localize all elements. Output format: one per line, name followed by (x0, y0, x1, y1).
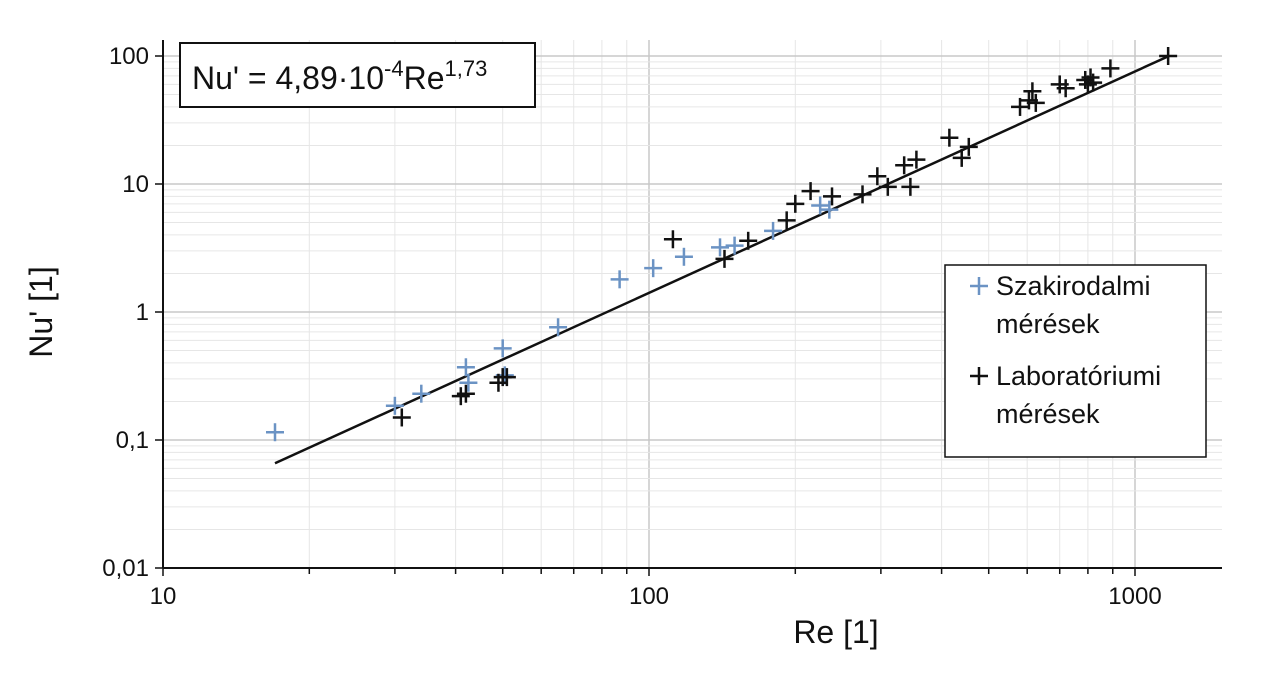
y-tick-label: 1 (136, 299, 149, 326)
data-point (820, 200, 839, 219)
data-point (456, 384, 475, 403)
y-tick-label: 0,1 (116, 427, 149, 454)
data-point (786, 194, 805, 213)
data-point (901, 177, 920, 196)
data-point (878, 177, 897, 196)
data-point (456, 358, 475, 377)
data-point (1101, 59, 1120, 78)
data-point (265, 423, 284, 442)
data-point (895, 156, 914, 175)
legend-label-line: Szakirodalmi (996, 271, 1151, 301)
legend-frame (944, 264, 1207, 458)
x-tick-label: 1000 (1108, 583, 1161, 610)
equation-annotation: Nu' = 4,89·10-4Re1,73 (179, 42, 536, 108)
data-point (853, 185, 872, 204)
equation-text: Nu' = 4,89·10-4Re1,73 (192, 56, 487, 96)
series-2-points (392, 47, 1178, 427)
equation-box-frame (179, 42, 536, 108)
data-point (725, 236, 744, 255)
data-point (715, 249, 734, 268)
data-point (811, 196, 830, 215)
series-1-points (265, 196, 839, 442)
legend-label-line: mérések (996, 399, 1100, 429)
data-point (497, 368, 516, 387)
x-tick-label: 100 (629, 583, 669, 610)
data-point (801, 182, 820, 201)
data-point (1159, 47, 1178, 65)
y-axis-title: Nu' [1] (23, 266, 59, 357)
x-axis-title: Re [1] (793, 614, 878, 650)
data-point (952, 148, 971, 167)
data-point (907, 150, 926, 169)
data-point (959, 137, 978, 156)
tick-labels: 10 100 1000 0,01 0,1 1 10 100 (102, 43, 1161, 610)
data-point (1084, 73, 1103, 92)
data-point (711, 238, 730, 257)
data-point (493, 339, 512, 358)
equation-mid: Re (404, 60, 445, 96)
equation-exponent-2: 1,73 (444, 56, 487, 81)
data-point (663, 230, 682, 249)
y-tick-label: 0,01 (102, 555, 149, 582)
y-tick-label: 10 (122, 171, 149, 198)
legend-items: Szakirodalmi mérések Laboratóriumi mérések (970, 271, 1161, 429)
data-point (868, 167, 887, 186)
data-point (739, 231, 758, 250)
data-point (674, 247, 693, 266)
data-point (764, 221, 783, 240)
data-point (459, 373, 478, 392)
y-tick-label: 100 (109, 43, 149, 70)
data-point (940, 128, 959, 147)
data-points (265, 47, 1178, 442)
data-point (1056, 79, 1075, 98)
legend-label-line: Laboratóriumi (996, 361, 1161, 391)
data-point (823, 187, 842, 206)
data-point (412, 384, 431, 403)
equation-exponent-1: -4 (384, 56, 404, 81)
x-tick-label: 10 (150, 583, 177, 610)
data-point (777, 211, 796, 230)
data-point (1026, 93, 1045, 112)
equation-base: Nu' = 4,89·10 (192, 60, 384, 96)
legend: Szakirodalmi mérések Laboratóriumi mérések (944, 264, 1207, 458)
legend-marker-series-1 (970, 277, 988, 295)
legend-label-line: mérések (996, 309, 1100, 339)
data-point (385, 396, 404, 415)
data-point (610, 270, 629, 289)
data-point (549, 318, 568, 337)
data-point (392, 408, 411, 427)
axes (155, 40, 1222, 576)
data-point (644, 259, 663, 278)
legend-marker-series-2 (970, 367, 988, 385)
data-point (1023, 82, 1042, 101)
